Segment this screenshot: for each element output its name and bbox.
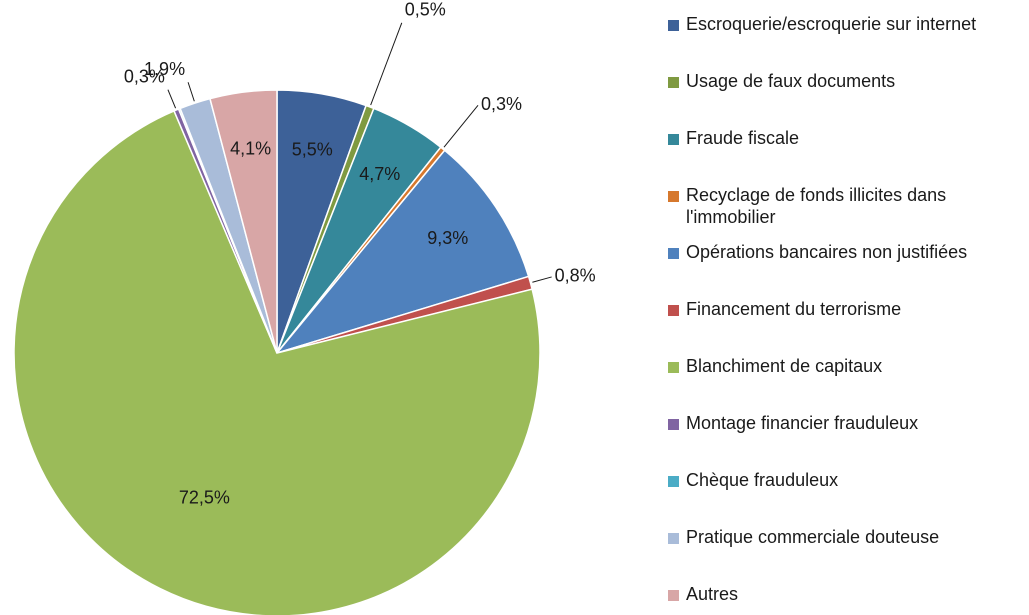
data-label: 4,7% — [359, 164, 400, 184]
data-label: 0,8% — [555, 266, 596, 286]
legend-label: Financement du terrorisme — [686, 299, 901, 319]
data-label: 5,5% — [292, 140, 333, 160]
data-label: 72,5% — [179, 488, 230, 508]
leader-line — [187, 82, 195, 102]
legend-swatch — [668, 191, 679, 202]
leader-line — [167, 89, 177, 109]
legend-label: Autres — [686, 584, 738, 604]
legend-label: Blanchiment de capitaux — [686, 356, 882, 376]
data-label: 0,5% — [405, 0, 446, 20]
leader-line — [532, 276, 552, 283]
legend-line: l'immobilier — [686, 207, 775, 227]
pie-slice — [13, 109, 541, 615]
legend-label: Chèque frauduleux — [686, 470, 838, 490]
legend-swatch — [668, 134, 679, 145]
legend-label: Montage financier frauduleux — [686, 413, 918, 433]
legend-label: Opérations bancaires non justifiées — [686, 242, 967, 262]
legend-swatch — [668, 590, 679, 601]
legend-label: Escroquerie/escroquerie sur internet — [686, 14, 976, 34]
legend-label: Recyclage de fonds illicites dans l'immob… — [686, 185, 946, 227]
data-label: 4,1% — [230, 138, 271, 158]
legend-label: Usage de faux documents — [686, 71, 895, 91]
pie-slice — [209, 89, 278, 354]
data-label: 9,3% — [427, 228, 468, 248]
legend-swatch — [668, 362, 679, 373]
data-label: 0,3% — [124, 66, 165, 86]
legend-swatch — [668, 419, 679, 430]
leader-line — [443, 104, 479, 148]
legend-swatch — [668, 476, 679, 487]
legend-swatch — [668, 77, 679, 88]
leader-line — [370, 22, 403, 106]
data-label: 0,3% — [481, 94, 522, 114]
legend-swatch — [668, 20, 679, 31]
pie-slice — [274, 149, 530, 355]
legend-swatch — [668, 305, 679, 316]
data-label: 1,9% — [144, 59, 185, 79]
legend-label: Fraude fiscale — [686, 128, 799, 148]
legend-label: Pratique commerciale douteuse — [686, 527, 939, 547]
legend-swatch — [668, 248, 679, 259]
legend-swatch — [668, 533, 679, 544]
legend-line: Recyclage de fonds illicites dans — [686, 185, 946, 205]
